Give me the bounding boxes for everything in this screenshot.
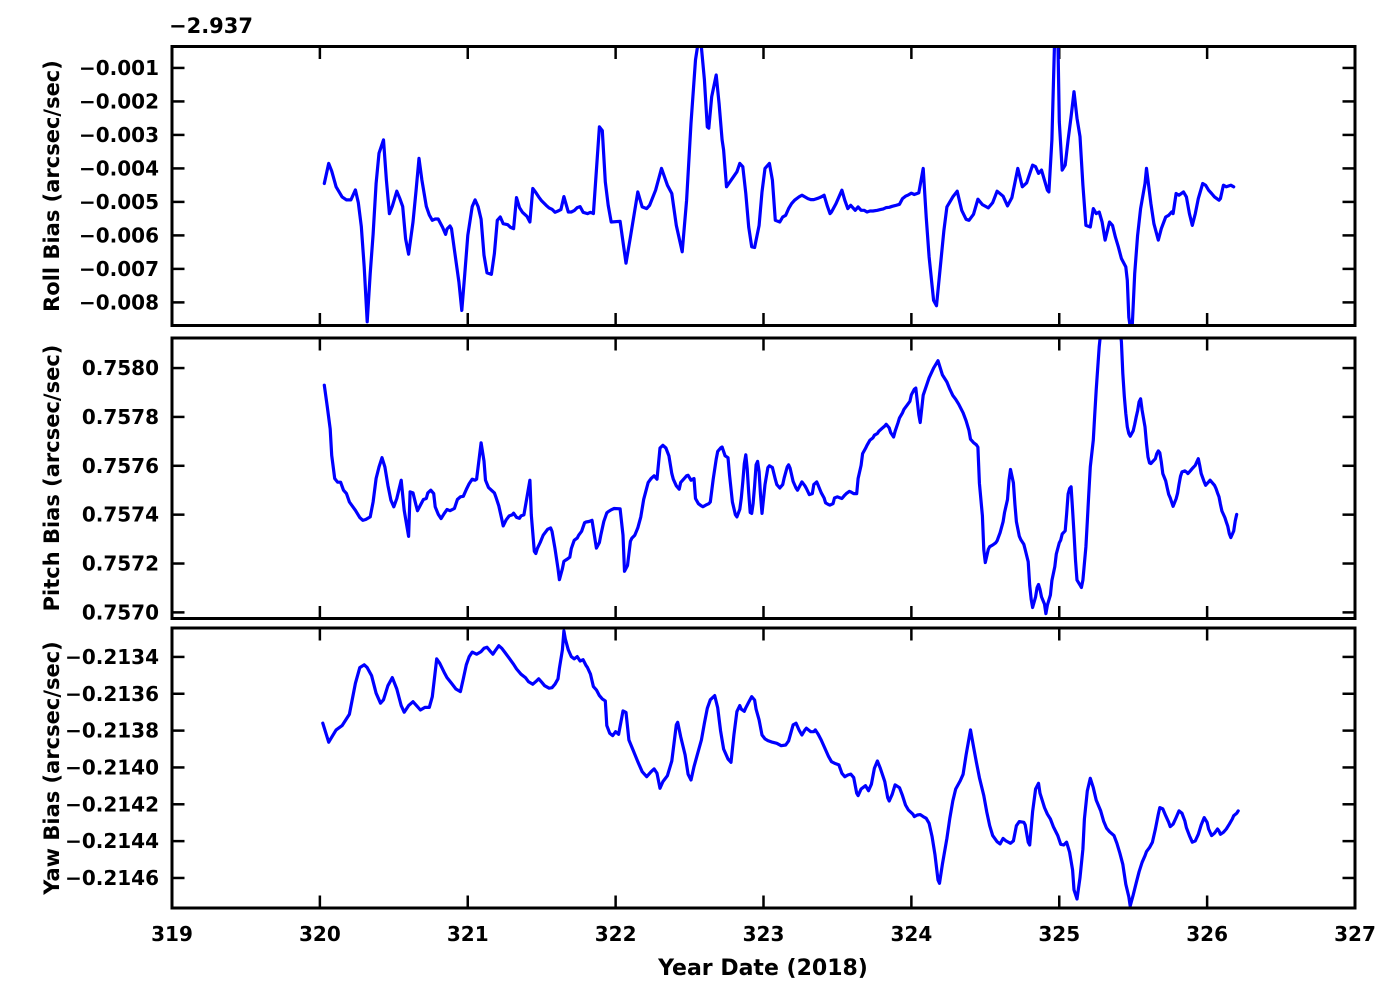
x-axis-label: Year Date (2018): [658, 956, 868, 981]
yaw-y-tick-label: −0.2140: [65, 755, 159, 779]
roll-y-tick-label: −0.008: [79, 290, 159, 314]
x-tick-label-327: 327: [1334, 922, 1376, 946]
x-tick-label-325: 325: [1038, 922, 1080, 946]
roll-axes: −0.001 −0.002 −0.003 −0.004 −0.005 −0.006 −0.0…: [79, 45, 1357, 327]
yaw-ylabel: Yaw Bias (arcsec/sec): [40, 641, 64, 895]
yaw-axes: 319 320 321 322 323 324 325 326 327 −0.2134 −0.213…: [65, 626, 1376, 946]
x-tick-label-323: 323: [743, 922, 785, 946]
roll-y-tick-label: −0.005: [79, 190, 159, 214]
pitch-spines: [170, 336, 1357, 620]
x-tick-label-326: 326: [1186, 922, 1228, 946]
pitch-series-line: [322, 338, 1239, 616]
roll-y-tick-label: −0.004: [79, 156, 159, 180]
roll-y-tick-label: −0.006: [79, 223, 159, 247]
pitch-y-tick-label: 0.7580: [82, 356, 159, 380]
x-tick-label-320: 320: [299, 922, 341, 946]
roll-y-tick-label: −0.002: [79, 89, 159, 113]
roll-y-tick-label: −0.003: [79, 123, 159, 147]
pitch-y-tick-label: 0.7574: [82, 503, 159, 527]
x-tick-label-322: 322: [595, 922, 637, 946]
yaw-y-tick-label: −0.2134: [65, 645, 159, 669]
yaw-y-tick-label: −0.2138: [65, 719, 159, 743]
pitch-ylabel: Pitch Bias (arcsec/sec): [40, 344, 64, 612]
yaw-y-tick-label: −0.2146: [65, 866, 159, 890]
roll-axis-offset-label: −2.937: [169, 14, 254, 38]
roll-ylabel: Roll Bias (arcsec/sec): [40, 60, 64, 312]
pitch-y-tick-label: 0.7570: [82, 600, 159, 624]
roll-spines: [170, 45, 1357, 327]
pitch-y-tick-label: 0.7572: [82, 552, 159, 576]
yaw-spines: [170, 626, 1357, 910]
pitch-y-tick-label: 0.7578: [82, 405, 159, 429]
yaw-y-tick-label: −0.2136: [65, 682, 159, 706]
yaw-y-tick-label: −0.2144: [65, 829, 159, 853]
yaw-series-line: [321, 629, 1240, 908]
x-tick-label-324: 324: [891, 922, 933, 946]
roll-y-tick-label: −0.007: [79, 257, 159, 281]
x-tick-label-321: 321: [447, 922, 489, 946]
yaw-y-tick-label: −0.2142: [65, 792, 159, 816]
pitch-axes: 0.7580 0.7578 0.7576 0.7574 0.7572 0.7570: [82, 336, 1357, 624]
roll-series-line: [322, 46, 1236, 326]
pitch-y-tick-label: 0.7576: [82, 454, 159, 478]
roll-y-tick-label: −0.001: [79, 56, 159, 80]
x-tick-label-319: 319: [151, 922, 193, 946]
